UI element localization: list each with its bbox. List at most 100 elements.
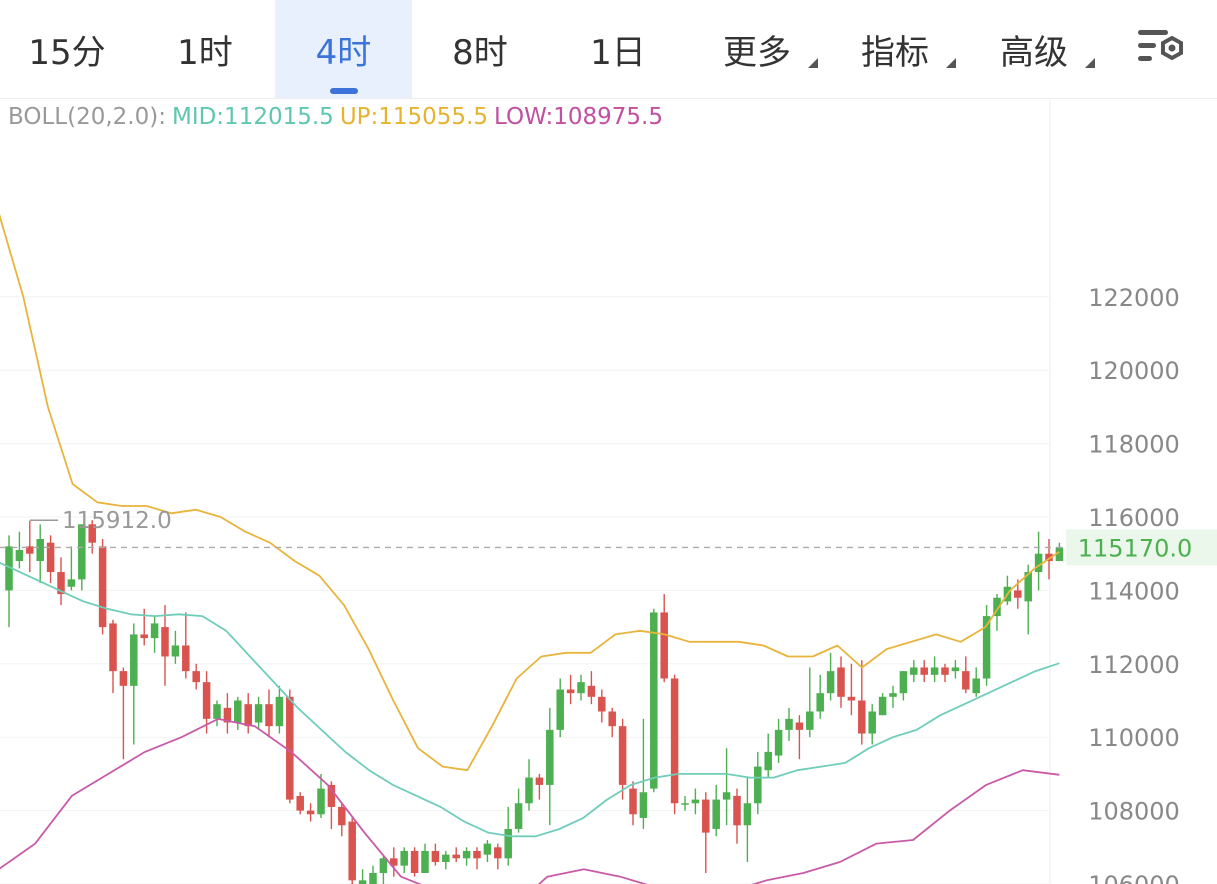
- candle-body: [712, 799, 720, 829]
- boll-upper-band: [0, 213, 1060, 772]
- dropdown-caret-icon: [808, 58, 818, 68]
- y-tick-label: 120000: [1088, 357, 1180, 385]
- candle-body: [442, 854, 450, 862]
- candle-body: [806, 711, 814, 730]
- tab-1-day[interactable]: 1日: [551, 0, 685, 98]
- candle-body: [234, 700, 242, 723]
- tab-more-dropdown[interactable]: 更多: [690, 0, 824, 98]
- candle-body: [618, 726, 627, 785]
- y-tick-label: 108000: [1088, 798, 1180, 826]
- tab-1-hour[interactable]: 1时: [138, 0, 272, 98]
- tab-label: 4时: [315, 32, 372, 73]
- candle-body: [36, 539, 44, 562]
- candle-body: [962, 671, 970, 690]
- candle-body: [972, 678, 980, 694]
- candle-body: [400, 850, 408, 866]
- timeframe-toolbar: 15分 1时 4时 8时 1日 更多 指标 高级: [0, 0, 1217, 99]
- candlestick-chart[interactable]: 106000 108000 110000 112000 114000 116000 1180…: [0, 99, 1217, 884]
- last-price-tag: [1066, 529, 1217, 566]
- dropdown-caret-icon: [1085, 58, 1095, 68]
- candle-body: [254, 704, 263, 723]
- candle-body: [369, 872, 377, 884]
- candle-body: [327, 784, 336, 807]
- candle-body: [982, 616, 991, 679]
- candle-body: [546, 729, 554, 785]
- candle-body: [722, 792, 731, 800]
- candle-body: [109, 623, 117, 672]
- tab-label: 1时: [177, 32, 233, 73]
- boll-up-value: UP:115055.5: [339, 104, 489, 130]
- candle-body: [26, 546, 34, 554]
- candle-body: [130, 634, 138, 686]
- candle-body: [670, 678, 679, 804]
- candle-body: [296, 795, 304, 811]
- candle-body: [514, 803, 523, 829]
- tab-indicators-dropdown[interactable]: 指标: [828, 0, 962, 98]
- candle-body: [691, 799, 700, 804]
- boll-mid-line: [0, 561, 1060, 838]
- tab-8-hour[interactable]: 8时: [413, 0, 547, 98]
- candle-body: [171, 645, 180, 657]
- boll-mid-value: MID:112015.5: [171, 104, 334, 130]
- candle-body: [244, 704, 252, 727]
- candle-body: [452, 854, 460, 859]
- candle-body: [639, 792, 648, 818]
- candle-body: [379, 858, 388, 873]
- chart-settings-icon[interactable]: [1130, 24, 1190, 72]
- candle-body: [275, 696, 284, 727]
- candle-body: [494, 847, 502, 859]
- candle-body: [660, 612, 668, 679]
- tab-15-minutes[interactable]: 15分: [0, 0, 134, 98]
- candle-body: [213, 704, 221, 719]
- y-tick-label: 110000: [1088, 724, 1180, 752]
- candle-body: [702, 799, 710, 833]
- y-tick-label: 118000: [1088, 431, 1180, 459]
- candle-body: [192, 671, 200, 683]
- candle-body: [78, 524, 86, 580]
- tab-label: 1日: [590, 32, 646, 73]
- candle-body: [556, 689, 564, 730]
- last-price-label: 115170.0: [1078, 534, 1193, 562]
- candle-body: [57, 572, 65, 595]
- candle-body: [338, 806, 346, 826]
- tab-label: 高级: [1000, 32, 1068, 73]
- candle-body: [431, 850, 440, 862]
- candle-body: [816, 693, 824, 712]
- candle-body: [462, 850, 471, 859]
- candle-body: [525, 777, 533, 804]
- candle-body: [826, 671, 835, 694]
- candle-body: [837, 667, 845, 697]
- candle-body: [67, 579, 76, 587]
- candle-body: [1014, 590, 1022, 598]
- tab-label: 15分: [28, 32, 106, 73]
- candle-body: [754, 766, 762, 804]
- candle-body: [878, 696, 887, 716]
- candle-body: [223, 707, 232, 723]
- candle-body: [5, 546, 13, 591]
- candle-body: [317, 788, 325, 815]
- candle-body: [629, 788, 637, 815]
- tab-4-hour[interactable]: 4时: [275, 0, 412, 98]
- max-price-label: 115912.0: [62, 508, 172, 534]
- y-tick-label: 116000: [1088, 504, 1180, 532]
- tab-advanced-dropdown[interactable]: 高级: [967, 0, 1101, 98]
- candle-body: [202, 682, 211, 719]
- candle-body: [306, 810, 315, 815]
- candle-body: [650, 612, 658, 789]
- candle-body: [774, 729, 783, 756]
- y-tick-label: 122000: [1088, 284, 1180, 312]
- candle-body: [483, 843, 492, 855]
- boll-legend: BOLL(20,2.0): MID:112015.5 UP:115055.5 LOW:…: [8, 104, 669, 130]
- dropdown-caret-icon: [946, 58, 956, 68]
- candle-body: [390, 858, 398, 866]
- candle-body: [473, 850, 481, 859]
- candle-body: [681, 803, 689, 805]
- boll-legend-name: BOLL(20,2.0):: [8, 104, 166, 130]
- candle-body: [1034, 553, 1043, 573]
- boll-lower-band: [0, 718, 1060, 884]
- candle-body: [951, 667, 960, 672]
- candle-body: [920, 667, 928, 675]
- candle-body: [410, 850, 419, 873]
- candle-body: [182, 645, 190, 672]
- y-tick-label: 114000: [1088, 577, 1180, 605]
